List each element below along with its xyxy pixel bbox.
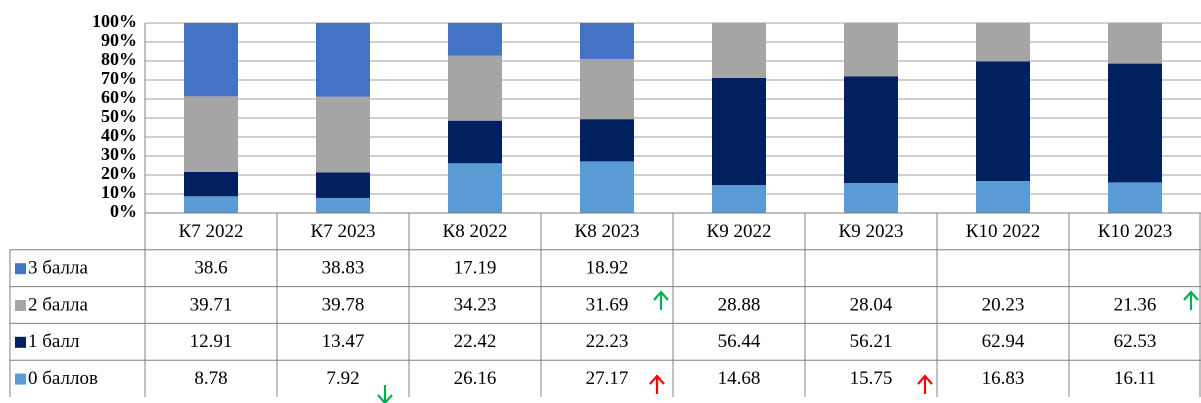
- bar-segment: [580, 119, 634, 162]
- bar-segment: [976, 61, 1030, 182]
- arrow-down-green: [377, 385, 393, 403]
- data-label: 15.75: [850, 368, 893, 389]
- x-tick-label: К7 2023: [311, 221, 376, 242]
- data-label: 14.68: [718, 368, 761, 389]
- y-tick-label: 100%: [92, 11, 137, 31]
- y-tick-label: 10%: [101, 182, 137, 202]
- arrow-up-green: [653, 290, 669, 310]
- y-tick-label: 90%: [101, 30, 137, 50]
- bar-segment: [184, 23, 238, 97]
- data-label: 62.53: [1114, 331, 1157, 352]
- y-tick-label: 30%: [101, 144, 137, 164]
- bar-segment: [316, 172, 370, 198]
- data-label: 39.78: [322, 294, 365, 315]
- bar-segment: [1108, 63, 1162, 183]
- bar-segment: [844, 183, 898, 213]
- data-label: 26.16: [454, 368, 497, 389]
- y-tick-label: 60%: [101, 87, 137, 107]
- bar-segment: [448, 55, 502, 121]
- x-tick-label: К10 2023: [1098, 221, 1172, 242]
- data-label: 38.6: [194, 258, 227, 279]
- data-label: 38.83: [322, 258, 365, 279]
- bar-segment: [844, 23, 898, 77]
- y-tick-label: 80%: [101, 49, 137, 69]
- bar-segment: [580, 58, 634, 120]
- data-label: 28.88: [718, 294, 761, 315]
- x-tick-label: К9 2023: [839, 221, 904, 242]
- bar-segment: [976, 181, 1030, 213]
- legend-label: 2 балла: [28, 294, 88, 315]
- data-label: 17.19: [454, 258, 497, 279]
- y-tick-label: 20%: [101, 163, 137, 183]
- data-label: 28.04: [850, 294, 893, 315]
- arrow-up-red: [649, 374, 665, 394]
- data-label: 13.47: [322, 331, 365, 352]
- legend-label: 3 балла: [28, 258, 88, 279]
- bar-segment: [184, 196, 238, 213]
- trend-arrows: [377, 290, 1199, 403]
- data-label: 34.23: [454, 294, 497, 315]
- legend-label: 1 балл: [28, 331, 80, 352]
- bar-segment: [1108, 182, 1162, 213]
- y-tick-label: 70%: [101, 68, 137, 88]
- bar-segment: [316, 23, 370, 97]
- bar-segment: [1108, 23, 1162, 64]
- y-tick-label: 40%: [101, 125, 137, 145]
- legend-label: 0 баллов: [28, 368, 98, 389]
- bar-segment: [448, 163, 502, 213]
- y-tick-label: 50%: [101, 106, 137, 126]
- x-tick-label: К8 2023: [575, 221, 640, 242]
- data-label: 18.92: [586, 258, 629, 279]
- data-label: 62.94: [982, 331, 1025, 352]
- legend-swatch: [15, 373, 26, 385]
- bar-segment: [184, 96, 238, 172]
- bar-segment: [712, 77, 766, 186]
- bar-segment: [448, 23, 502, 56]
- x-tick-label: К8 2022: [443, 221, 508, 242]
- arrow-up-green: [1183, 290, 1199, 310]
- bar-segment: [712, 185, 766, 213]
- bar-segment: [580, 161, 634, 213]
- data-label: 27.17: [586, 368, 629, 389]
- data-label: 7.92: [326, 368, 359, 389]
- arrow-up-red: [917, 374, 933, 394]
- data-label: 20.23: [982, 294, 1025, 315]
- x-tick-label: К7 2022: [179, 221, 244, 242]
- data-label: 22.42: [454, 331, 497, 352]
- bar-segment: [580, 22, 634, 59]
- data-label: 12.91: [190, 331, 233, 352]
- data-label: 16.83: [982, 368, 1025, 389]
- x-tick-label: К10 2022: [966, 221, 1040, 242]
- data-label: 31.69: [586, 294, 629, 315]
- data-label: 22.23: [586, 331, 629, 352]
- legend-swatch: [15, 300, 26, 311]
- data-label: 56.21: [850, 331, 893, 352]
- bar-segment: [844, 76, 898, 184]
- data-label: 56.44: [718, 331, 761, 352]
- bar-segment: [184, 171, 238, 197]
- bar-segment: [448, 120, 502, 164]
- legend-swatch: [15, 336, 26, 348]
- data-label: 39.71: [190, 294, 233, 315]
- bar-segment: [316, 197, 370, 213]
- bar-segment: [712, 23, 766, 78]
- data-label: 16.11: [1114, 368, 1156, 389]
- x-tick-label: К9 2022: [707, 221, 772, 242]
- bar-segment: [316, 96, 370, 173]
- legend-swatch: [15, 263, 26, 275]
- bar-segment: [976, 23, 1030, 62]
- data-label: 8.78: [194, 368, 227, 389]
- data-label: 21.36: [1114, 294, 1157, 315]
- y-tick-label: 0%: [110, 201, 137, 221]
